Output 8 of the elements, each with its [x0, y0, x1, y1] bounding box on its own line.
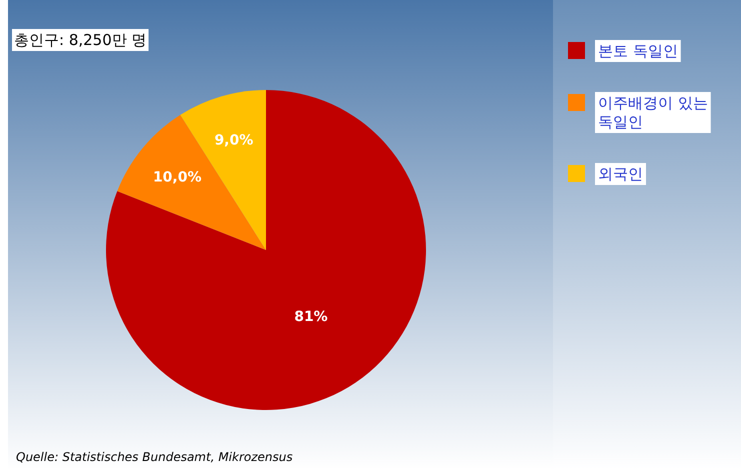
source-note: Quelle: Statistisches Bundesamt, Mikrozensus [16, 450, 293, 464]
legend-label: 본토 독일인 [598, 42, 678, 60]
data-label: 10,0% [152, 170, 202, 186]
data-label: 9,0% [214, 132, 254, 148]
text: 총인구: 8,250만 명 [14, 31, 147, 49]
legend-label: 이주배경이 있는 독일인 [598, 94, 708, 131]
data-label: 81% [294, 309, 328, 326]
legend-label: 외국인 [598, 165, 643, 183]
